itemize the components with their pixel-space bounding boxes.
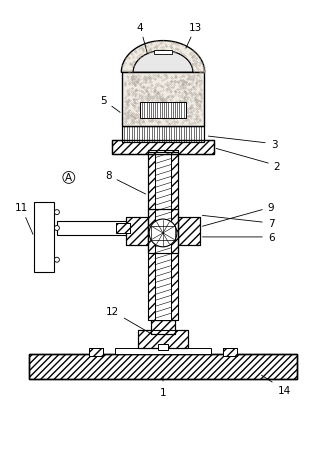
Bar xyxy=(151,227,175,240)
Text: 5: 5 xyxy=(100,96,120,113)
Bar xyxy=(138,330,188,348)
Bar xyxy=(116,223,130,233)
Bar xyxy=(89,348,102,356)
Bar xyxy=(138,330,188,348)
Bar xyxy=(122,126,204,142)
Text: 13: 13 xyxy=(186,23,202,49)
Bar xyxy=(164,152,178,320)
Bar xyxy=(148,150,178,210)
Text: 14: 14 xyxy=(261,375,290,395)
Text: 8: 8 xyxy=(105,171,146,195)
Bar xyxy=(148,150,178,210)
Bar xyxy=(34,203,54,272)
Bar xyxy=(158,344,168,350)
Bar xyxy=(224,348,237,356)
Bar xyxy=(57,222,126,235)
Bar xyxy=(122,126,204,142)
Text: 4: 4 xyxy=(137,23,147,55)
Text: A: A xyxy=(65,173,72,183)
Bar xyxy=(148,210,178,253)
Bar xyxy=(151,320,175,334)
Bar xyxy=(115,348,211,354)
Text: 1: 1 xyxy=(160,377,166,397)
Text: 9: 9 xyxy=(202,203,274,227)
Circle shape xyxy=(54,226,59,231)
Polygon shape xyxy=(133,51,193,73)
Bar xyxy=(151,320,175,334)
Bar xyxy=(155,152,171,320)
Bar xyxy=(148,152,162,320)
Bar xyxy=(122,73,204,126)
Circle shape xyxy=(54,210,59,215)
Bar xyxy=(126,217,148,245)
Bar xyxy=(140,103,186,119)
Text: 6: 6 xyxy=(202,233,274,243)
Bar xyxy=(112,141,214,154)
Bar xyxy=(126,217,148,245)
Bar xyxy=(148,210,178,253)
Circle shape xyxy=(149,220,177,247)
Bar xyxy=(116,223,130,233)
Bar xyxy=(29,354,297,379)
Bar xyxy=(224,348,237,356)
Bar xyxy=(148,152,162,320)
Bar xyxy=(29,354,297,379)
Text: 3: 3 xyxy=(208,137,277,149)
Text: 11: 11 xyxy=(15,203,33,235)
Bar xyxy=(178,217,200,245)
Bar xyxy=(154,51,172,56)
Circle shape xyxy=(54,258,59,263)
Text: 2: 2 xyxy=(216,149,280,171)
Polygon shape xyxy=(121,41,205,73)
Text: 12: 12 xyxy=(106,307,153,335)
Bar xyxy=(178,217,200,245)
Bar xyxy=(89,348,102,356)
Bar xyxy=(164,152,178,320)
Text: 7: 7 xyxy=(202,216,274,228)
Bar xyxy=(112,141,214,154)
